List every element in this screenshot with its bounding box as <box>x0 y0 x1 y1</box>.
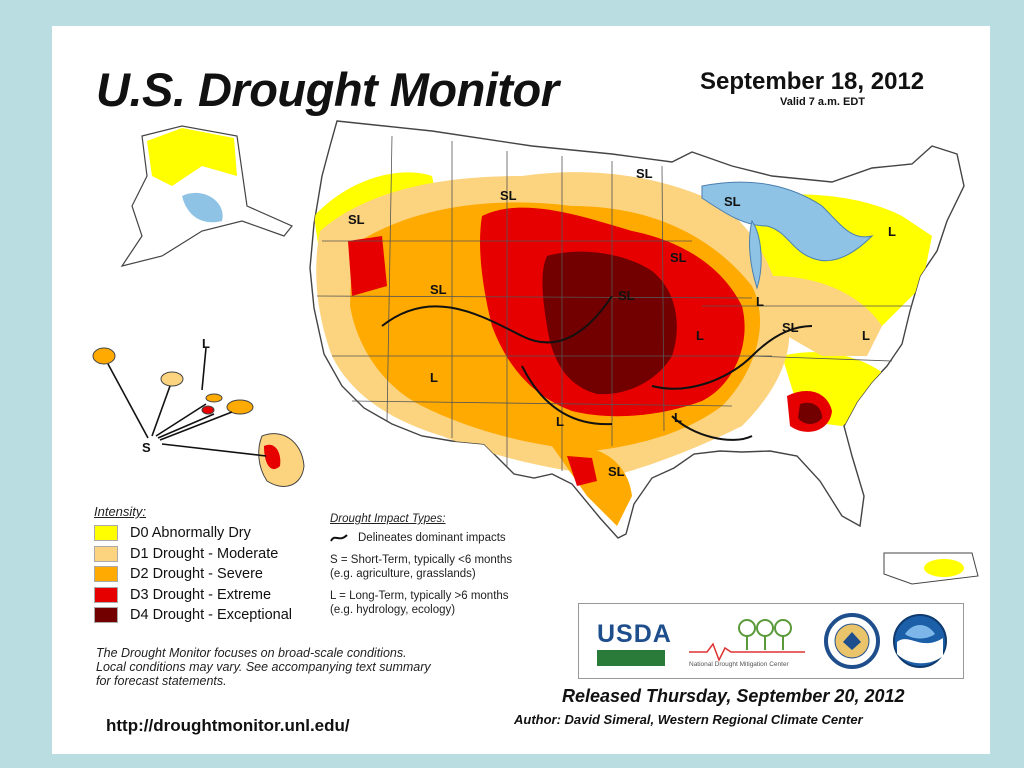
d3-region-west <box>348 236 387 296</box>
swatch-d4 <box>94 607 118 624</box>
author-credit: Author: David Simeral, Western Regional … <box>514 712 863 727</box>
impact-short-term-line2: (e.g. agriculture, grasslands) <box>330 568 476 580</box>
usda-logo-bar <box>597 650 665 666</box>
map-label-sl-pacific-nw: SL <box>348 212 365 227</box>
source-url[interactable]: http://droughtmonitor.unl.edu/ <box>106 716 350 735</box>
noaa-logo-icon <box>893 614 947 668</box>
impact-long-term-line2: (e.g. hydrology, ecology) <box>330 604 456 616</box>
legend-item-d0: D0 Abnormally Dry <box>94 523 292 544</box>
impact-short-term-line1: S = Short-Term, typically <6 months <box>330 554 513 566</box>
map-label-l-louisiana: L <box>674 410 682 425</box>
agency-logos: USDA National Drought Mitigation Center <box>578 603 964 679</box>
hawaii-maui <box>226 399 254 415</box>
swatch-d0 <box>94 525 118 542</box>
legend-label-d0: D0 Abnormally Dry <box>130 525 251 542</box>
valid-time: Valid 7 a.m. EDT <box>780 96 865 108</box>
map-label-l-new-england: L <box>888 224 896 239</box>
map-label-l-hawaii: L <box>202 336 210 351</box>
impact-delineates-row: Delineates dominant impacts <box>330 531 566 545</box>
map-label-sl-ohio-valley: SL <box>782 320 799 335</box>
drought-map: SL SL SL SL SL SL SL SL SL L L L L L L L… <box>92 120 979 585</box>
note-line-1: The Drought Monitor focuses on broad-sca… <box>96 646 407 660</box>
alaska-water <box>182 192 223 223</box>
map-title: U.S. Drought Monitor <box>96 63 559 116</box>
map-label-sl-great-lakes: SL <box>724 194 741 209</box>
state-borders <box>316 135 912 471</box>
legend-heading: Intensity: <box>94 504 147 519</box>
map-label-sl-dakota: SL <box>500 188 517 203</box>
note-line-2: Local conditions may vary. See accompany… <box>96 660 431 674</box>
disclaimer-note: The Drought Monitor focuses on broad-sca… <box>96 646 526 688</box>
impact-heading: Drought Impact Types: <box>330 513 446 525</box>
legend-label-d1: D1 Drought - Moderate <box>130 545 279 562</box>
d3-region-texas <box>567 456 597 486</box>
hawaii-kauai <box>92 347 116 365</box>
usda-logo: USDA <box>597 620 672 648</box>
legend-item-d4: D4 Drought - Exceptional <box>94 605 292 626</box>
map-label-sl-northern-plains: SL <box>636 166 653 181</box>
impact-short-term: S = Short-Term, typically <6 months (e.g… <box>330 553 566 581</box>
tree-icon <box>738 619 792 650</box>
d1-region-east <box>772 276 882 356</box>
great-lakes <box>701 181 874 262</box>
legend-item-d3: D3 Drought - Extreme <box>94 585 292 606</box>
commerce-seal-icon <box>824 613 880 669</box>
delineation-line-icon <box>330 534 348 542</box>
hawaii-s-pointers <box>107 347 267 457</box>
hawaii-d2 <box>264 444 281 470</box>
ndmc-logo-text: National Drought Mitigation Center <box>689 661 790 668</box>
ndmc-logo: National Drought Mitigation Center <box>689 619 805 668</box>
drought-monitor-card: U.S. Drought Monitor September 18, 2012 … <box>52 26 990 754</box>
alaska-d0 <box>147 128 237 186</box>
swatch-d1 <box>94 545 118 562</box>
hawaii-molokai <box>205 393 223 403</box>
impact-types-legend: Drought Impact Types: Delineates dominan… <box>330 512 566 625</box>
map-date: September 18, 2012 <box>700 68 925 95</box>
note-line-3: for forecast statements. <box>96 674 227 688</box>
map-label-s-hawaii: S <box>142 440 151 455</box>
d4-region-georgia <box>798 402 822 424</box>
map-label-sl-texas: SL <box>608 464 625 479</box>
map-label-l-southwest: L <box>430 370 438 385</box>
intensity-legend: Intensity: D0 Abnormally Dry D1 Drought … <box>94 504 292 626</box>
release-date: Released Thursday, September 20, 2012 <box>562 686 905 706</box>
map-label-l-kentucky: L <box>696 328 704 343</box>
legend-label-d3: D3 Drought - Extreme <box>130 586 272 603</box>
impact-long-term-line1: L = Long-Term, typically >6 months <box>330 590 509 602</box>
swatch-d3 <box>94 586 118 603</box>
legend-item-d2: D2 Drought - Severe <box>94 564 292 585</box>
d4-region <box>542 251 677 395</box>
map-label-sl-colorado: SL <box>430 282 447 297</box>
map-label-sl-midwest: SL <box>670 250 687 265</box>
hawaii-big-island <box>258 433 305 487</box>
map-label-l-ohio: L <box>756 294 764 309</box>
hawaii-oahu <box>160 371 184 387</box>
map-label-l-texas-panhandle: L <box>556 414 564 429</box>
map-label-l-mid-atlantic: L <box>862 328 870 343</box>
legend-label-d2: D2 Drought - Severe <box>130 566 263 583</box>
map-label-sl-plains: SL <box>618 288 635 303</box>
legend-label-d4: D4 Drought - Exceptional <box>130 607 292 624</box>
impact-delineation <box>381 295 813 441</box>
lake-michigan <box>749 219 762 290</box>
legend-item-d1: D1 Drought - Moderate <box>94 544 292 565</box>
puerto-rico-d0 <box>924 559 964 577</box>
impact-delineates-text: Delineates dominant impacts <box>358 532 506 544</box>
impact-long-term: L = Long-Term, typically >6 months (e.g.… <box>330 589 566 617</box>
swatch-d2 <box>94 566 118 583</box>
hawaii-lanai <box>201 405 215 415</box>
